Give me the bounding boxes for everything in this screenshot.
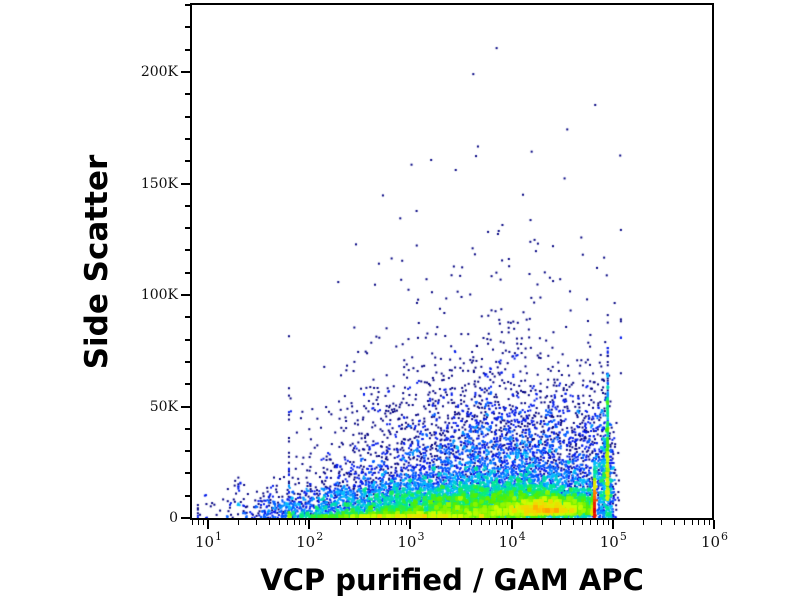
x-minor-tick (268, 520, 270, 525)
x-minor-tick (542, 520, 544, 525)
y-minor-tick (185, 338, 190, 341)
x-minor-tick (192, 520, 194, 525)
x-minor-tick (608, 520, 610, 525)
y-minor-tick (185, 316, 190, 319)
x-minor-tick (501, 520, 503, 525)
x-tick-exponent: 6 (721, 530, 729, 543)
x-minor-tick (661, 520, 663, 525)
x-tick-base: 10 (296, 533, 316, 551)
x-major-tick (611, 520, 614, 529)
x-minor-tick (704, 520, 706, 525)
x-tick-base: 10 (194, 533, 215, 551)
x-major-tick (207, 520, 209, 529)
y-minor-tick (185, 137, 190, 140)
x-minor-tick (198, 520, 200, 525)
x-tick-base: 10 (700, 533, 721, 551)
y-major-tick (181, 517, 190, 519)
x-minor-tick (683, 520, 685, 525)
y-tick-label: 150K (140, 175, 178, 192)
x-tick-label: 105 (599, 530, 627, 551)
x-minor-tick (357, 520, 359, 525)
x-tick-exponent: 5 (619, 530, 627, 543)
y-tick-label: 200K (140, 64, 178, 80)
y-minor-tick (185, 271, 190, 274)
x-tick-base: 10 (397, 533, 417, 551)
x-minor-tick (370, 520, 372, 525)
x-major-tick (510, 520, 513, 529)
y-minor-tick (185, 4, 190, 7)
x-minor-tick (582, 520, 584, 525)
x-minor-tick (379, 520, 381, 525)
x-minor-tick (506, 520, 508, 525)
y-tick-label: 100K (140, 287, 178, 303)
x-tick-base: 10 (498, 533, 518, 551)
y-minor-tick (185, 48, 190, 51)
x-minor-tick (203, 520, 205, 525)
x-minor-tick (256, 520, 258, 525)
y-tick-label: 0 (169, 510, 178, 526)
y-minor-tick (185, 227, 190, 230)
x-minor-tick (602, 520, 604, 525)
x-major-tick (409, 520, 412, 529)
x-minor-tick (572, 520, 574, 525)
x-tick-exponent: 4 (518, 530, 526, 543)
x-tick-label: 104 (498, 530, 526, 551)
x-tick-exponent: 3 (417, 530, 425, 543)
x-tick-base: 10 (599, 533, 619, 551)
x-axis-title: VCP purified / GAM APC (260, 563, 644, 597)
x-minor-tick (481, 520, 483, 525)
x-minor-tick (238, 520, 240, 525)
x-minor-tick (643, 520, 645, 525)
y-minor-tick (185, 93, 190, 96)
x-tick-label: 102 (296, 530, 324, 551)
x-minor-tick (691, 520, 693, 525)
y-major-tick (181, 405, 190, 408)
x-minor-tick (278, 520, 280, 525)
x-minor-tick (405, 520, 407, 525)
x-tick-label: 101 (194, 530, 223, 551)
x-tick-exponent: 2 (316, 530, 324, 543)
x-minor-tick (400, 520, 402, 525)
x-tick-label: 103 (397, 530, 425, 551)
x-minor-tick (293, 520, 295, 525)
x-minor-tick (597, 520, 599, 525)
x-tick-label: 106 (700, 530, 729, 551)
y-major-tick (181, 182, 190, 185)
x-minor-tick (440, 520, 442, 525)
y-minor-tick (185, 450, 190, 453)
x-minor-tick (673, 520, 675, 525)
x-minor-tick (387, 520, 389, 525)
x-minor-tick (471, 520, 473, 525)
y-minor-tick (185, 249, 190, 252)
x-major-tick (308, 520, 311, 529)
x-major-tick (713, 520, 715, 529)
y-minor-tick (185, 115, 190, 118)
x-minor-tick (394, 520, 396, 525)
y-minor-tick (185, 427, 190, 430)
x-minor-tick (590, 520, 592, 525)
y-minor-tick (185, 360, 190, 363)
x-minor-tick (698, 520, 700, 525)
density-dot-canvas (192, 5, 712, 518)
x-minor-tick (489, 520, 491, 525)
y-minor-tick (185, 472, 190, 475)
y-tick-label: 50K (149, 398, 178, 415)
y-minor-tick (185, 494, 190, 497)
y-major-tick (181, 71, 190, 73)
x-tick-exponent: 1 (215, 530, 223, 543)
y-minor-tick (185, 204, 190, 207)
y-minor-tick (185, 26, 190, 29)
x-minor-tick (339, 520, 341, 525)
x-minor-tick (304, 520, 306, 525)
x-minor-tick (299, 520, 301, 525)
x-minor-tick (286, 520, 288, 525)
y-minor-tick (185, 160, 190, 163)
x-minor-tick (495, 520, 497, 525)
y-minor-tick (185, 383, 190, 386)
x-minor-tick (458, 520, 460, 525)
x-minor-tick (709, 520, 711, 525)
y-major-tick (181, 294, 190, 296)
x-minor-tick (559, 520, 561, 525)
